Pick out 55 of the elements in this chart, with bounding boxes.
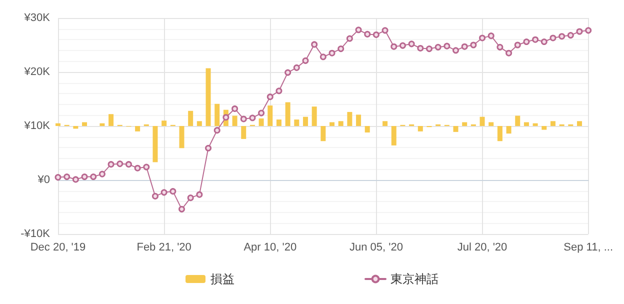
bar xyxy=(576,121,582,126)
bar xyxy=(338,121,344,126)
y-tick-label: ¥10K xyxy=(23,120,51,132)
bar xyxy=(241,126,246,139)
bar xyxy=(232,116,238,126)
bar xyxy=(162,120,167,126)
bar xyxy=(82,122,88,126)
bar xyxy=(320,126,326,142)
bar xyxy=(506,126,512,134)
bar xyxy=(302,116,308,126)
bar xyxy=(462,122,468,126)
bar xyxy=(524,122,529,126)
bar xyxy=(179,126,184,148)
bar xyxy=(73,126,78,129)
bar xyxy=(135,126,140,132)
bar xyxy=(312,106,317,126)
x-tick-label: Dec 20, '19 xyxy=(30,242,86,254)
bar xyxy=(347,112,352,126)
bar xyxy=(330,122,335,126)
bar xyxy=(542,126,547,130)
bar xyxy=(108,114,114,126)
bar xyxy=(56,123,60,126)
bar xyxy=(418,126,423,132)
bar xyxy=(382,121,388,126)
y-tick-label: ¥30K xyxy=(23,12,51,24)
bar xyxy=(515,116,520,126)
bar xyxy=(364,126,370,132)
bar xyxy=(100,123,105,126)
legend-label: 東京神話 xyxy=(390,272,438,286)
x-tick-label: Apr 10, '20 xyxy=(244,242,297,254)
bar xyxy=(497,126,502,142)
bar xyxy=(488,122,494,126)
bar xyxy=(206,68,211,126)
x-tick-label: Jun 05, '20 xyxy=(349,242,403,254)
bar xyxy=(258,118,264,126)
bar xyxy=(188,110,194,126)
bar xyxy=(294,120,300,126)
bar xyxy=(268,105,273,126)
bar xyxy=(276,120,282,126)
bar xyxy=(285,102,290,126)
y-tick-label: ¥0 xyxy=(36,174,50,186)
y-tick-label: ¥20K xyxy=(23,66,51,78)
x-tick-label: Jul 20, '20 xyxy=(457,242,508,254)
bar xyxy=(550,121,556,126)
bar xyxy=(480,116,485,126)
legend-label: 損益 xyxy=(210,272,234,286)
bar xyxy=(453,126,458,132)
bar xyxy=(532,123,538,126)
y-tick-label: -¥10K xyxy=(20,228,51,240)
bar xyxy=(356,114,362,126)
bar xyxy=(152,126,158,162)
bar xyxy=(196,121,202,126)
bar xyxy=(391,126,396,146)
x-tick-label: Feb 21, '20 xyxy=(136,242,192,254)
x-tick-label: Sep 11, ... xyxy=(564,242,613,254)
